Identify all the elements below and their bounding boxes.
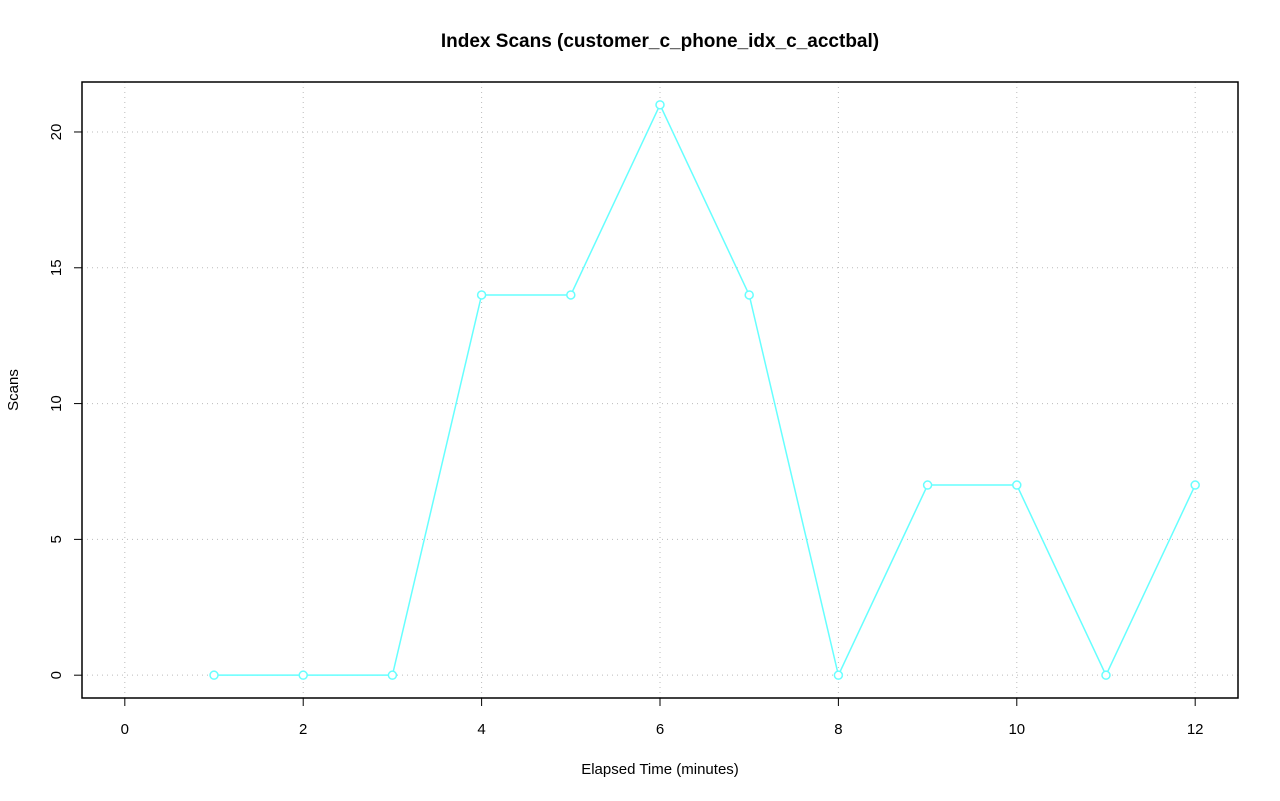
point [1101, 670, 1111, 680]
point [833, 670, 844, 680]
y-axis-label: Scans [5, 369, 22, 411]
x-tick-label: 2 [299, 721, 307, 738]
chart-title: Index Scans (customer_c_phone_idx_c_acct… [441, 31, 879, 52]
y-tick-label: 20 [48, 124, 65, 141]
y-tick-label: 10 [48, 395, 65, 412]
point [476, 290, 487, 300]
point [922, 480, 933, 490]
plot-frame [81, 81, 1239, 699]
x-tick-label: 4 [477, 721, 485, 738]
x-tick-label: 0 [121, 721, 129, 738]
y-tick-label: 5 [48, 535, 65, 543]
point [387, 670, 398, 680]
x-axis-label: Elapsed Time (minutes) [581, 761, 739, 778]
point [566, 290, 576, 300]
point [209, 670, 219, 680]
x-tick-label: 8 [834, 721, 842, 738]
point [298, 670, 308, 680]
y-tick-label: 0 [48, 671, 65, 679]
x-tick-label: 12 [1187, 721, 1204, 738]
point [1012, 480, 1022, 490]
line [214, 103, 1196, 678]
y-tick-label: 15 [48, 259, 65, 276]
point [1190, 480, 1200, 490]
point [655, 100, 665, 110]
x-tick-label: 6 [656, 721, 664, 738]
point [744, 290, 754, 300]
x-tick-label: 10 [1008, 721, 1025, 738]
